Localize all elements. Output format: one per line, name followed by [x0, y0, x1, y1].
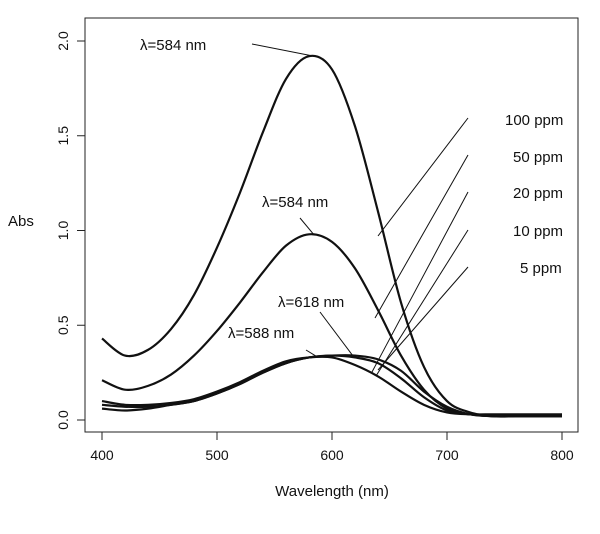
series-line-5-ppm — [101, 354, 562, 418]
series-label: 5 ppm — [520, 260, 562, 277]
x-tick-label: 800 — [550, 447, 574, 463]
legend-leader-line — [375, 229, 469, 377]
plot-frame — [84, 17, 579, 433]
legend-leader-line — [377, 266, 469, 371]
annotation-leader — [251, 43, 314, 57]
annotation-leader — [305, 349, 319, 358]
series-line-10-ppm — [101, 354, 562, 418]
x-axis-label: Wavelength (nm) — [275, 483, 389, 500]
peak-annotation: λ=584 nm — [140, 37, 206, 54]
x-tick-label: 600 — [320, 447, 344, 463]
y-tick-label: 2.0 — [55, 31, 71, 51]
series-label: 50 ppm — [513, 149, 563, 166]
series-line-20-ppm — [101, 355, 562, 416]
legend-leader-line — [371, 191, 469, 373]
x-tick-label: 400 — [90, 447, 114, 463]
series-label: 10 ppm — [513, 223, 563, 240]
peak-annotation: λ=584 nm — [262, 194, 328, 211]
y-axis-label: Abs — [8, 213, 34, 230]
y-tick-label: 0.5 — [55, 315, 71, 335]
peak-annotation: λ=588 nm — [228, 325, 294, 342]
y-tick-label: 1.5 — [55, 126, 71, 146]
annotation-leader — [319, 311, 354, 356]
annotation-leader — [299, 217, 314, 235]
y-tick-label: 0.0 — [55, 410, 71, 430]
y-tick-label: 1.0 — [55, 221, 71, 241]
x-tick-label: 700 — [435, 447, 459, 463]
series-label: 100 ppm — [505, 112, 563, 129]
peak-annotation: λ=618 nm — [278, 294, 344, 311]
series-line-100-ppm — [101, 54, 562, 418]
x-tick-label: 500 — [205, 447, 229, 463]
series-label: 20 ppm — [513, 185, 563, 202]
series-line-50-ppm — [101, 233, 562, 418]
legend-leader-line — [374, 154, 469, 319]
legend-leader-line — [377, 117, 469, 237]
